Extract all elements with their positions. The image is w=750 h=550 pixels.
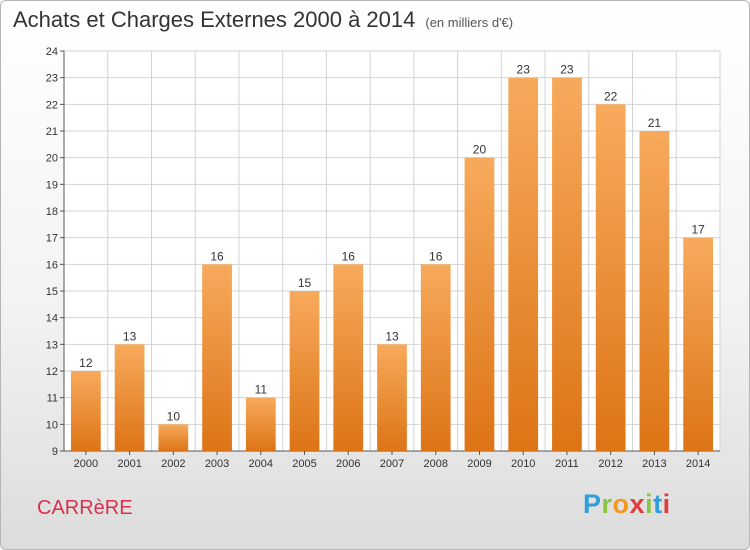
bar-value-label: 13 [123, 329, 137, 343]
bar [552, 77, 582, 452]
logo-letter: i [645, 489, 654, 519]
y-tick-label: 12 [46, 366, 58, 378]
logo-letter: x [629, 489, 646, 519]
bar-value-label: 21 [648, 116, 662, 130]
x-tick-label: 2011 [555, 458, 579, 470]
y-tick-label: 17 [46, 233, 58, 245]
bar-value-label: 22 [604, 89, 618, 103]
y-tick-label: 20 [46, 153, 58, 165]
x-tick-label: 2006 [336, 458, 360, 470]
x-tick-label: 2003 [205, 458, 229, 470]
y-tick-label: 23 [46, 73, 58, 85]
bar [289, 291, 320, 451]
y-tick-label: 14 [46, 313, 58, 325]
x-tick-label: 2010 [511, 458, 535, 470]
bar-value-label: 13 [385, 329, 399, 343]
x-tick-label: 2013 [642, 458, 666, 470]
y-tick-label: 16 [46, 259, 58, 271]
bar [595, 104, 626, 451]
x-tick-label: 2007 [380, 458, 404, 470]
y-tick-label: 10 [46, 419, 58, 431]
chart-title: Achats et Charges Externes 2000 à 2014 (e… [13, 7, 513, 33]
bar [114, 344, 145, 451]
bar-value-label: 11 [255, 383, 268, 397]
chart-unit: (en milliers d'€) [425, 15, 514, 30]
proxiti-logo: Proxiti [583, 489, 671, 520]
bar [333, 264, 364, 451]
y-tick-label: 22 [46, 99, 58, 111]
y-tick-label: 9 [52, 446, 58, 458]
y-tick-label: 21 [46, 126, 58, 138]
x-tick-label: 2002 [161, 458, 185, 470]
bar-value-label: 16 [342, 249, 356, 263]
bar [70, 371, 101, 451]
x-tick-label: 2001 [117, 458, 141, 470]
bar-value-label: 20 [473, 143, 487, 157]
bar-value-label: 16 [210, 249, 224, 263]
bar [245, 397, 276, 451]
bar-value-label: 23 [560, 63, 574, 77]
x-tick-label: 2009 [467, 458, 491, 470]
bar [639, 131, 670, 451]
x-tick-label: 2005 [292, 458, 316, 470]
chart-title-text: Achats et Charges Externes 2000 à 2014 [13, 7, 416, 32]
bar [377, 344, 407, 451]
bar [683, 237, 714, 451]
bar-value-label: 17 [691, 223, 705, 237]
bar [158, 424, 189, 451]
commune-name: CARRèRE [37, 497, 133, 519]
bar-value-label: 16 [429, 249, 443, 263]
bar-value-label: 15 [298, 276, 312, 290]
x-tick-label: 2000 [74, 458, 98, 470]
logo-letter: i [662, 489, 671, 519]
bar-value-label: 23 [517, 63, 531, 77]
bar-value-label: 10 [167, 409, 181, 423]
y-tick-label: 19 [46, 179, 58, 191]
logo-letter: P [583, 489, 602, 519]
y-tick-label: 15 [46, 286, 58, 298]
logo-letter: o [612, 489, 630, 519]
x-tick-label: 2014 [686, 458, 710, 470]
y-tick-label: 24 [46, 46, 58, 58]
y-tick-label: 11 [47, 393, 58, 405]
y-tick-label: 18 [46, 206, 58, 218]
bar [420, 264, 451, 451]
x-tick-label: 2004 [249, 458, 273, 470]
x-tick-label: 2008 [423, 458, 447, 470]
bar [508, 77, 539, 452]
y-tick-label: 13 [46, 339, 58, 351]
bar [464, 157, 495, 451]
bar-value-label: 12 [79, 356, 93, 370]
x-tick-label: 2012 [598, 458, 622, 470]
logo-letter: t [653, 489, 663, 519]
bar [202, 264, 232, 451]
logo-letter: r [601, 489, 613, 519]
